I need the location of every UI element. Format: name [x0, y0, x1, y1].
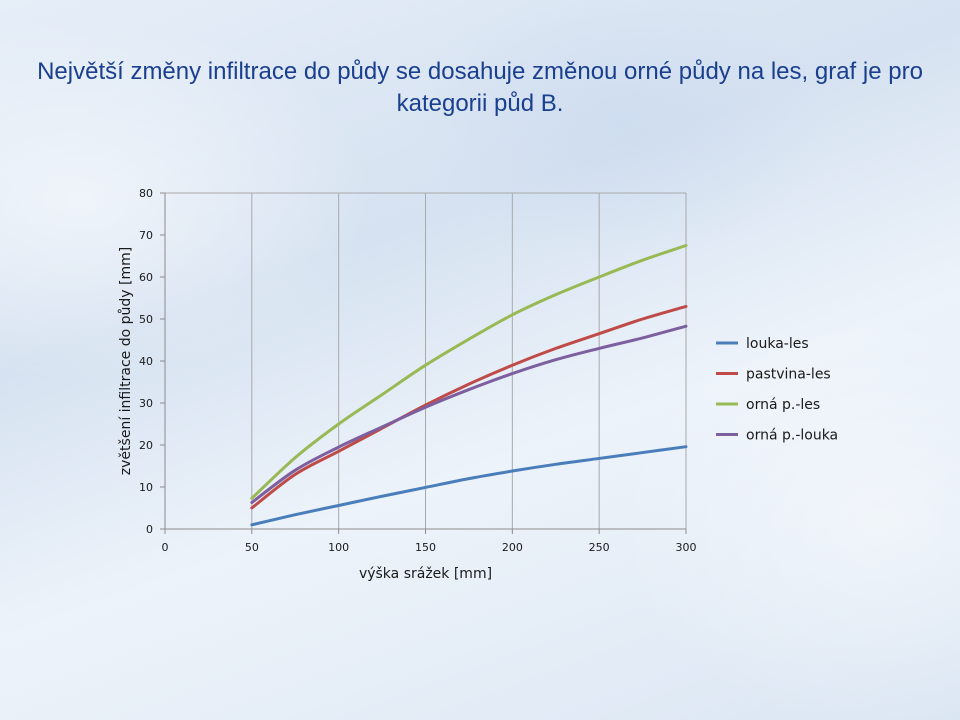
axis-layer: [160, 192, 687, 534]
grid-layer: [165, 192, 687, 529]
y-tick-label: 10: [139, 481, 153, 494]
x-tick-label: 50: [245, 541, 259, 554]
y-tick-label: 80: [139, 187, 153, 200]
x-tick-label: 200: [502, 541, 523, 554]
x-tick-label: 150: [415, 541, 436, 554]
y-tick-label: 50: [139, 313, 153, 326]
y-axis-title: zvětšení infiltrace do půdy [mm]: [118, 247, 134, 475]
legend-label: pastvina-les: [746, 367, 831, 383]
x-tick-label: 300: [676, 541, 697, 554]
series-line-orna-p-les: [250, 244, 688, 500]
slide-title: Největší změny infiltrace do půdy se dos…: [37, 58, 923, 117]
y-tick-label: 40: [139, 355, 153, 368]
y-tick-label: 70: [139, 229, 153, 242]
x-tick-label: 100: [328, 541, 349, 554]
y-tick-label: 0: [146, 523, 153, 536]
x-tick-label: 250: [589, 541, 610, 554]
series-layer: [250, 244, 688, 527]
x-tick-label: 0: [162, 541, 169, 554]
legend-label: orná p.-les: [746, 397, 820, 413]
y-tick-label: 30: [139, 397, 153, 410]
series-line-pastvina-les: [250, 304, 688, 510]
series-line-orna-p-louka: [250, 324, 688, 505]
legend-label: orná p.-louka: [746, 428, 838, 444]
y-tick-label: 60: [139, 271, 153, 284]
label-layer: 0 10 20 30 40 50 60 70 80 0 50 100 150 200 250 300 výška…: [118, 187, 697, 582]
legend: louka-les pastvina-les orná p.-les orná p.-…: [716, 336, 838, 444]
y-tick-label: 20: [139, 439, 153, 452]
legend-label: louka-les: [746, 336, 809, 352]
x-axis-title: výška srážek [mm]: [359, 566, 492, 582]
series-line-louka-les: [250, 445, 688, 527]
